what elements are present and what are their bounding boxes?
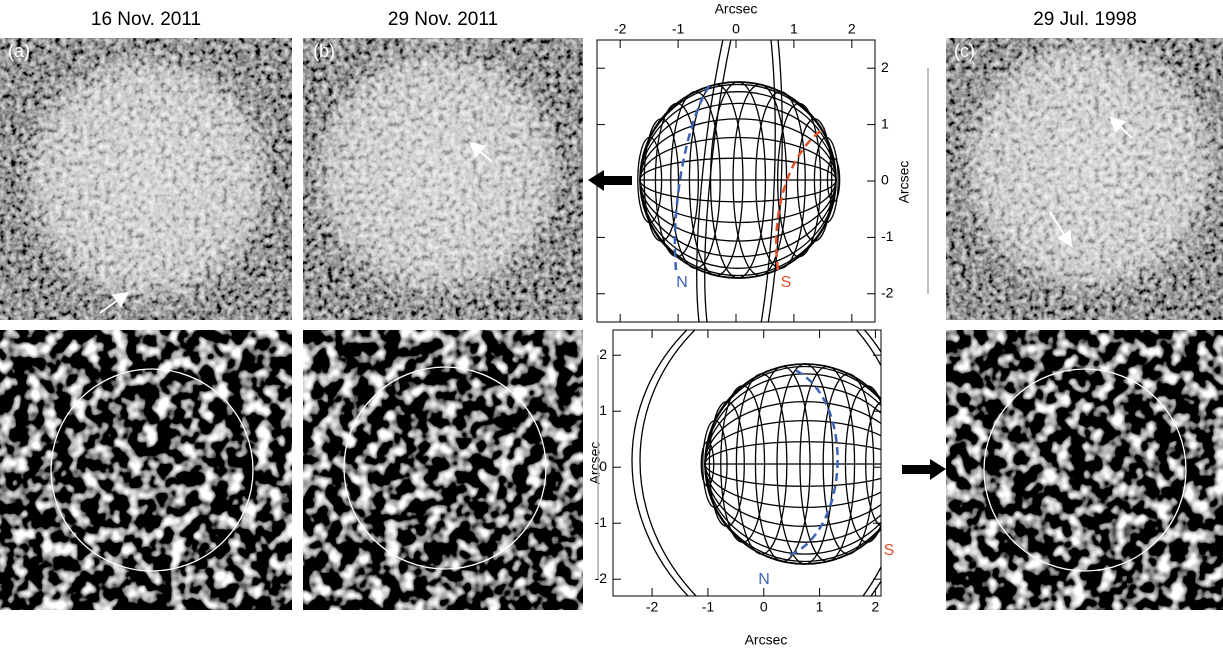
south-label: S xyxy=(884,542,895,559)
south-label: S xyxy=(781,274,792,291)
y-tick-label: -1 xyxy=(881,228,894,244)
y-tick-label: 0 xyxy=(881,172,889,188)
globe-top xyxy=(637,40,841,322)
y-tick-label: -1 xyxy=(595,514,608,530)
panel-label: (b) xyxy=(313,41,335,61)
limb xyxy=(704,363,881,565)
x-tick-label: 0 xyxy=(732,21,740,37)
image-a-bottom xyxy=(0,330,292,610)
y-tick-label: 2 xyxy=(599,346,607,362)
ring xyxy=(639,330,698,596)
ring xyxy=(696,40,724,322)
image-c-bottom xyxy=(946,330,1223,610)
x-tick-label: -2 xyxy=(614,21,627,37)
x-axis-label: Arcsec xyxy=(715,1,758,17)
globe-bottom xyxy=(631,330,907,596)
ring xyxy=(760,40,776,322)
image-c-top xyxy=(946,33,1223,320)
y-tick-label: -2 xyxy=(881,285,894,301)
south-track xyxy=(774,126,826,271)
y-tick-label: 0 xyxy=(599,458,607,474)
x-tick-label: -1 xyxy=(702,599,715,615)
image-b-top xyxy=(303,38,583,320)
panel-label: (c) xyxy=(954,41,975,61)
x-tick-label: -2 xyxy=(646,599,659,615)
ring xyxy=(704,40,732,322)
north-track xyxy=(789,368,839,557)
south-track xyxy=(890,425,899,540)
x-tick-label: 0 xyxy=(760,599,768,615)
ring xyxy=(767,40,783,322)
meridian xyxy=(704,365,881,563)
x-tick-label: -1 xyxy=(672,21,685,37)
panel-label: (a) xyxy=(8,41,30,61)
meridian xyxy=(704,373,881,555)
x-tick-label: 2 xyxy=(872,599,880,615)
meridian xyxy=(704,401,881,527)
image-b-bottom xyxy=(303,330,583,610)
ring xyxy=(631,330,690,596)
x-tick-label: 1 xyxy=(816,599,824,615)
image-a-top xyxy=(0,38,292,320)
panel-title: 29 Jul. 1998 xyxy=(1033,9,1137,30)
north-label: N xyxy=(758,571,770,588)
x-tick-label: 1 xyxy=(790,21,798,37)
parallel xyxy=(883,421,907,508)
north-track xyxy=(673,81,713,271)
north-label: N xyxy=(676,274,688,291)
arrow xyxy=(588,170,632,191)
meridian xyxy=(704,441,881,487)
x-tick-label: 2 xyxy=(848,21,856,37)
arrow xyxy=(902,459,946,480)
y-axis-label: Arcsec xyxy=(896,161,912,204)
meridian xyxy=(704,385,881,543)
panel-title: 29 Nov. 2011 xyxy=(388,9,498,30)
limb xyxy=(639,81,837,279)
ring xyxy=(855,330,881,596)
meridian xyxy=(704,419,881,509)
x-axis-label: Arcsec xyxy=(745,632,788,648)
y-tick-label: 2 xyxy=(881,59,889,75)
panel-title: 16 Nov. 2011 xyxy=(91,9,201,30)
y-tick-label: 1 xyxy=(599,402,607,418)
y-tick-label: -2 xyxy=(595,570,608,586)
y-tick-label: 1 xyxy=(881,115,889,131)
parallel xyxy=(865,401,881,527)
